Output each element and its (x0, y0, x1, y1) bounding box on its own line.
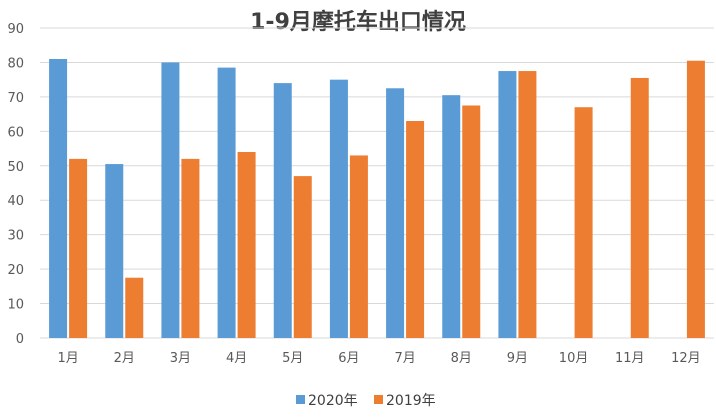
legend-label: 2019年 (386, 393, 436, 409)
bar (217, 67, 236, 338)
y-tick-label: 50 (7, 160, 24, 175)
bar (498, 71, 517, 339)
bar (686, 60, 705, 338)
x-tick-label: 6月 (338, 351, 359, 366)
bar (293, 176, 312, 338)
y-tick-label: 60 (7, 125, 24, 140)
bar (329, 79, 348, 339)
bar (518, 71, 537, 339)
bar (125, 277, 144, 338)
y-tick-label: 90 (7, 22, 24, 37)
x-tick-label: 12月 (671, 351, 701, 366)
bar (69, 158, 88, 338)
bar (630, 77, 649, 338)
bar (161, 62, 180, 338)
x-tick-label: 9月 (507, 351, 528, 366)
bar (105, 164, 124, 338)
y-tick-label: 0 (16, 332, 24, 347)
bar (181, 158, 200, 338)
x-tick-label: 2月 (114, 351, 135, 366)
y-tick-label: 30 (7, 229, 24, 244)
bar (273, 83, 292, 338)
x-tick-label: 10月 (559, 351, 589, 366)
bar (442, 95, 461, 339)
x-tick-label: 3月 (170, 351, 191, 366)
bar (462, 105, 481, 338)
chart-title: 1-9月摩托车出口情况 (250, 10, 466, 35)
y-tick-label: 80 (7, 56, 24, 71)
bar (386, 88, 405, 339)
legend-swatch (374, 395, 383, 404)
bar (574, 107, 593, 338)
bar (349, 155, 368, 338)
bar (406, 121, 425, 338)
y-tick-label: 20 (7, 263, 24, 278)
x-tick-label: 5月 (282, 351, 303, 366)
y-tick-label: 70 (7, 91, 24, 106)
x-tick-label: 7月 (394, 351, 415, 366)
legend-label: 2020年 (308, 393, 358, 409)
legend-swatch (296, 395, 305, 404)
x-tick-label: 8月 (451, 351, 472, 366)
bar (237, 152, 256, 338)
bar (49, 59, 68, 338)
y-tick-label: 10 (7, 298, 24, 313)
y-tick-label: 40 (7, 194, 24, 209)
x-tick-label: 4月 (226, 351, 247, 366)
x-tick-label: 11月 (615, 351, 645, 366)
x-tick-label: 1月 (57, 351, 78, 366)
